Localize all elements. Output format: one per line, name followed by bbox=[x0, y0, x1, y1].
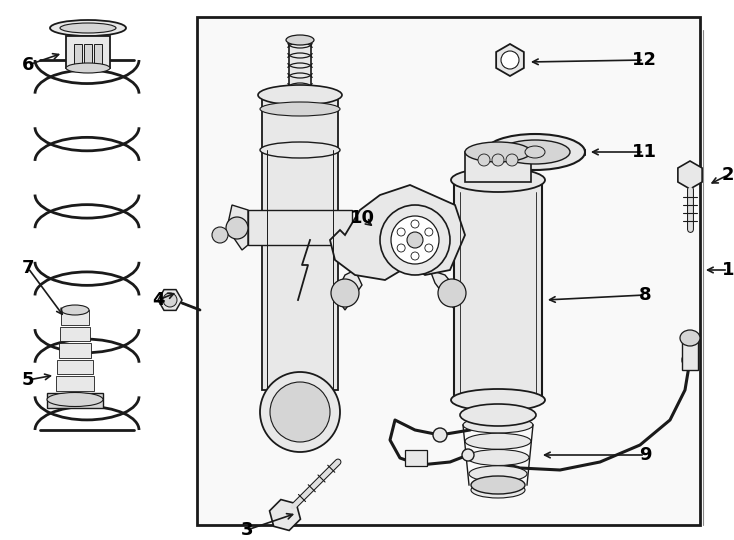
Polygon shape bbox=[335, 270, 362, 310]
Ellipse shape bbox=[380, 205, 450, 275]
Ellipse shape bbox=[66, 63, 110, 73]
Polygon shape bbox=[269, 500, 300, 530]
Ellipse shape bbox=[286, 35, 314, 45]
Ellipse shape bbox=[425, 244, 433, 252]
Ellipse shape bbox=[478, 154, 490, 166]
Ellipse shape bbox=[60, 23, 116, 33]
Bar bbox=[61, 310, 89, 325]
Ellipse shape bbox=[469, 465, 527, 482]
Bar bbox=[55, 393, 95, 407]
Bar bbox=[57, 360, 92, 374]
Ellipse shape bbox=[471, 482, 525, 498]
Ellipse shape bbox=[407, 232, 423, 248]
Ellipse shape bbox=[492, 154, 504, 166]
Ellipse shape bbox=[411, 220, 419, 228]
Bar bbox=[682, 340, 698, 370]
Ellipse shape bbox=[438, 279, 466, 307]
Bar bbox=[262, 150, 338, 390]
Ellipse shape bbox=[270, 382, 330, 442]
Ellipse shape bbox=[467, 449, 529, 465]
Ellipse shape bbox=[451, 168, 545, 192]
Bar bbox=[248, 210, 352, 245]
Ellipse shape bbox=[463, 417, 533, 433]
Bar bbox=[59, 343, 92, 357]
Ellipse shape bbox=[212, 227, 228, 243]
Text: 6: 6 bbox=[22, 56, 34, 74]
Text: 5: 5 bbox=[22, 371, 34, 389]
Ellipse shape bbox=[460, 404, 536, 426]
Bar bbox=[454, 180, 542, 400]
Ellipse shape bbox=[465, 142, 531, 162]
Ellipse shape bbox=[260, 142, 340, 158]
Polygon shape bbox=[496, 44, 524, 76]
Ellipse shape bbox=[425, 228, 433, 236]
Bar bbox=[289, 40, 311, 95]
Ellipse shape bbox=[682, 352, 698, 368]
Text: 7: 7 bbox=[22, 259, 34, 277]
Text: 1: 1 bbox=[722, 261, 734, 279]
Text: 3: 3 bbox=[241, 521, 253, 539]
Bar bbox=[84, 44, 92, 66]
Ellipse shape bbox=[462, 449, 474, 461]
Text: 4: 4 bbox=[152, 291, 164, 309]
Ellipse shape bbox=[680, 330, 700, 346]
Ellipse shape bbox=[391, 216, 439, 264]
Text: 8: 8 bbox=[639, 286, 651, 304]
Ellipse shape bbox=[260, 372, 340, 452]
Polygon shape bbox=[227, 205, 248, 250]
Ellipse shape bbox=[226, 217, 248, 239]
Polygon shape bbox=[678, 161, 702, 189]
Text: 9: 9 bbox=[639, 446, 651, 464]
Bar bbox=[59, 327, 90, 341]
Ellipse shape bbox=[258, 85, 342, 105]
Polygon shape bbox=[430, 270, 460, 310]
Ellipse shape bbox=[451, 389, 545, 411]
Ellipse shape bbox=[47, 393, 103, 407]
Ellipse shape bbox=[260, 102, 340, 116]
Ellipse shape bbox=[525, 146, 545, 158]
Ellipse shape bbox=[397, 228, 405, 236]
Ellipse shape bbox=[411, 252, 419, 260]
Ellipse shape bbox=[500, 140, 570, 164]
Bar bbox=[465, 152, 531, 182]
Ellipse shape bbox=[485, 134, 585, 170]
Ellipse shape bbox=[471, 476, 525, 494]
Text: 12: 12 bbox=[631, 51, 656, 69]
Bar bbox=[405, 450, 427, 466]
Bar bbox=[66, 36, 110, 68]
Ellipse shape bbox=[501, 51, 519, 69]
Bar bbox=[47, 393, 103, 408]
Ellipse shape bbox=[506, 154, 518, 166]
Text: 10: 10 bbox=[349, 209, 374, 227]
Ellipse shape bbox=[397, 244, 405, 252]
Text: 2: 2 bbox=[722, 166, 734, 184]
Ellipse shape bbox=[163, 293, 177, 307]
Ellipse shape bbox=[433, 428, 447, 442]
Ellipse shape bbox=[61, 305, 89, 315]
Bar bbox=[57, 376, 94, 391]
Polygon shape bbox=[158, 289, 182, 310]
Text: 11: 11 bbox=[631, 143, 656, 161]
Ellipse shape bbox=[331, 279, 359, 307]
Bar bbox=[74, 44, 82, 66]
Bar bbox=[94, 44, 102, 66]
Bar bbox=[262, 95, 338, 150]
Bar bbox=[197, 17, 700, 525]
Ellipse shape bbox=[465, 433, 531, 449]
Polygon shape bbox=[330, 185, 465, 280]
Ellipse shape bbox=[50, 20, 126, 36]
